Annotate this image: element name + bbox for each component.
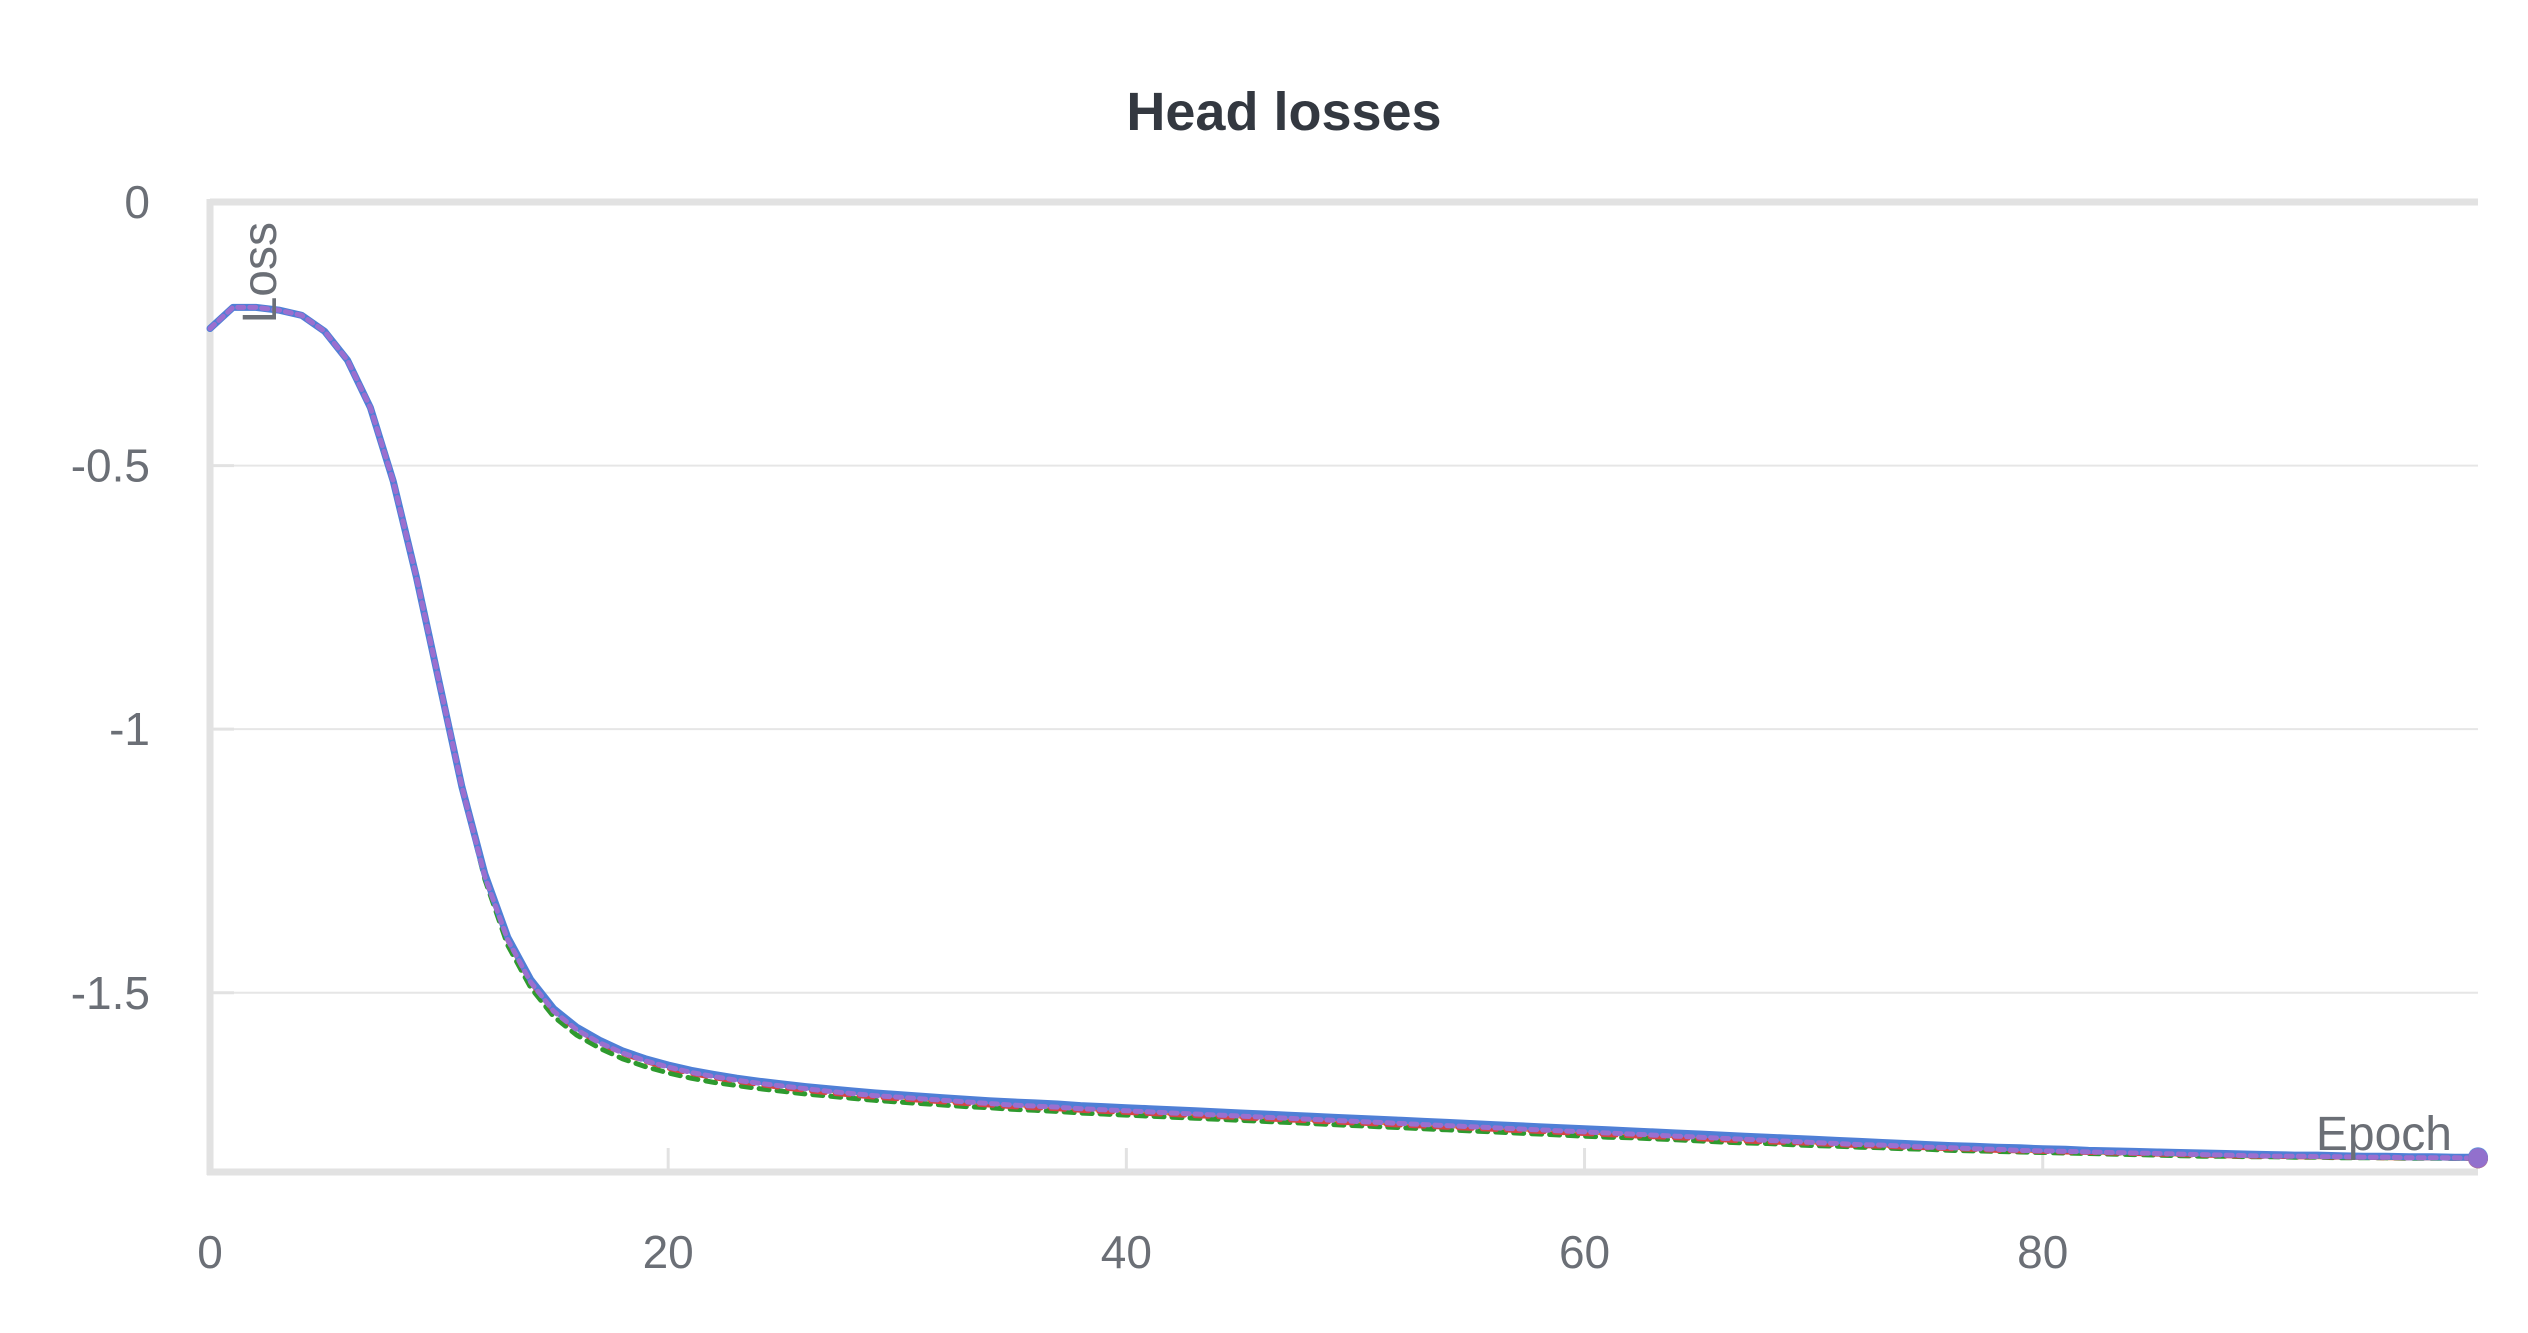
series-line bbox=[207, 304, 2481, 1161]
x-tick-label: 60 bbox=[1559, 1226, 1610, 1278]
x-tick-label: 20 bbox=[643, 1226, 694, 1278]
tick-labels: 0 -0.5 -1 -1.5 0 20 40 60 80 bbox=[71, 176, 2069, 1278]
series-lines bbox=[206, 303, 2482, 1161]
series-endpoint-marker bbox=[2468, 1148, 2488, 1169]
series-line bbox=[206, 303, 2482, 1161]
y-tick-label: -1.5 bbox=[71, 967, 150, 1019]
y-tick-label: 0 bbox=[124, 176, 150, 228]
axes bbox=[206, 199, 2478, 1176]
x-axis-title: Epoch bbox=[2316, 1108, 2452, 1161]
chart-title: Head losses bbox=[1126, 82, 1441, 142]
y-tick-label: -1 bbox=[109, 703, 150, 755]
series-line bbox=[207, 304, 2481, 1161]
y-axis-title: Loss bbox=[234, 222, 287, 323]
x-tick-label: 40 bbox=[1101, 1226, 1152, 1278]
x-tick-label: 0 bbox=[197, 1226, 223, 1278]
gridlines bbox=[210, 198, 2478, 994]
y-tick-label: -0.5 bbox=[71, 440, 150, 492]
series-line bbox=[207, 304, 2481, 1161]
series-line bbox=[207, 304, 2481, 1161]
series-endpoints bbox=[2468, 1147, 2488, 1169]
x-tick-label: 80 bbox=[2017, 1226, 2068, 1278]
